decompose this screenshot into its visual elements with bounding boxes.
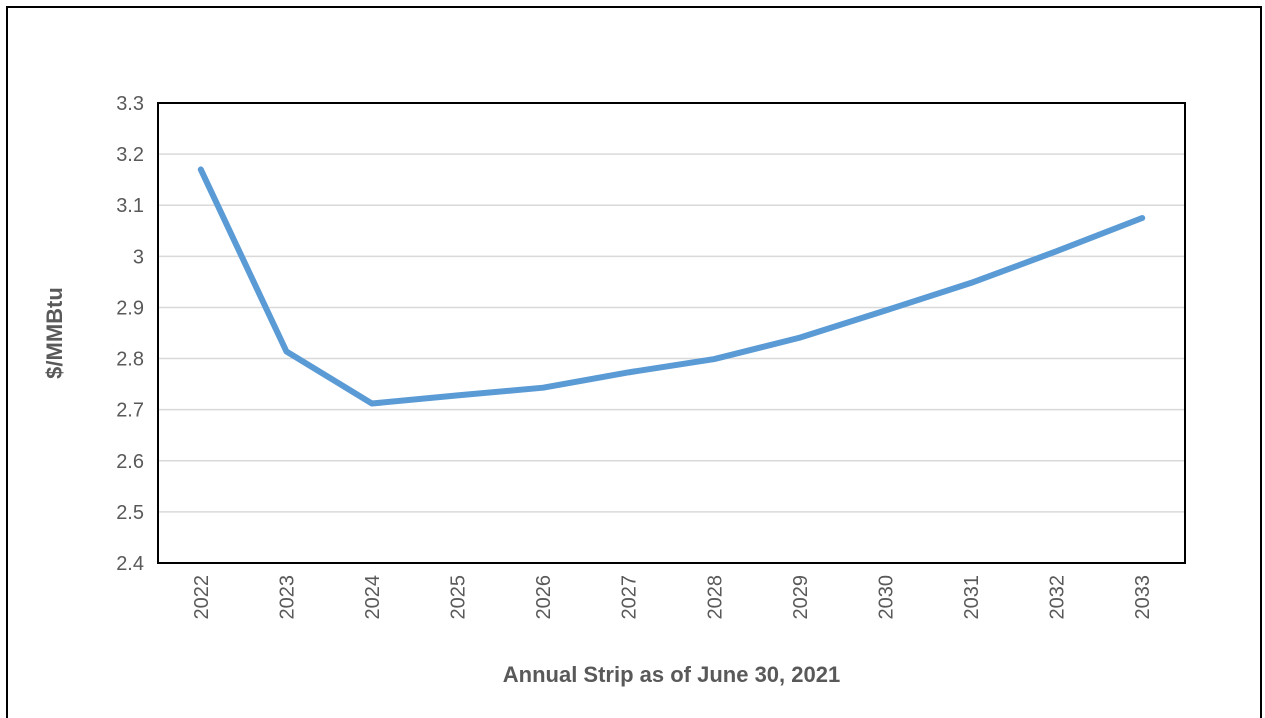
x-tick-label: 2029	[790, 575, 812, 620]
y-tick-label: 2.8	[116, 349, 144, 371]
x-tick-label: 2033	[1132, 575, 1154, 620]
y-tick-label: 2.4	[116, 553, 144, 575]
x-tick-label: 2028	[704, 575, 726, 620]
y-tick-label: 2.6	[116, 451, 144, 473]
y-axis-ticks: 2.4 2.5 2.6 2.7 2.8 2.9 3 3.1 3.2 3.3	[116, 93, 144, 575]
x-tick-label: 2032	[1047, 575, 1069, 620]
gridlines	[158, 153, 1185, 513]
y-tick-label: 3.3	[116, 93, 144, 115]
y-tick-label: 2.5	[116, 502, 144, 524]
x-tick-label: 2026	[533, 575, 555, 620]
y-tick-label: 3.2	[116, 144, 144, 166]
x-tick-label: 2023	[276, 575, 298, 620]
x-tick-label: 2024	[362, 575, 384, 620]
y-tick-label: 3	[133, 246, 144, 268]
series-line	[197, 166, 1146, 407]
x-axis-title: Annual Strip as of June 30, 2021	[503, 662, 840, 687]
y-tick-label: 3.1	[116, 195, 144, 217]
x-tick-label: 2022	[191, 575, 213, 620]
x-tick-label: 2027	[619, 575, 641, 620]
x-tick-label: 2030	[875, 575, 897, 620]
y-tick-label: 2.7	[116, 400, 144, 422]
chart-frame	[6, 6, 1262, 718]
x-tick-label: 2025	[448, 575, 470, 620]
y-tick-label: 2.9	[116, 297, 144, 319]
y-axis-title: $/MMBtu	[42, 287, 67, 379]
x-tick-label: 2031	[961, 575, 983, 620]
x-axis-ticks: 2022 2023 2024 2025 2026 2027 2028 2029 2030 2031…	[191, 575, 1154, 620]
plot-area	[157, 102, 1186, 564]
